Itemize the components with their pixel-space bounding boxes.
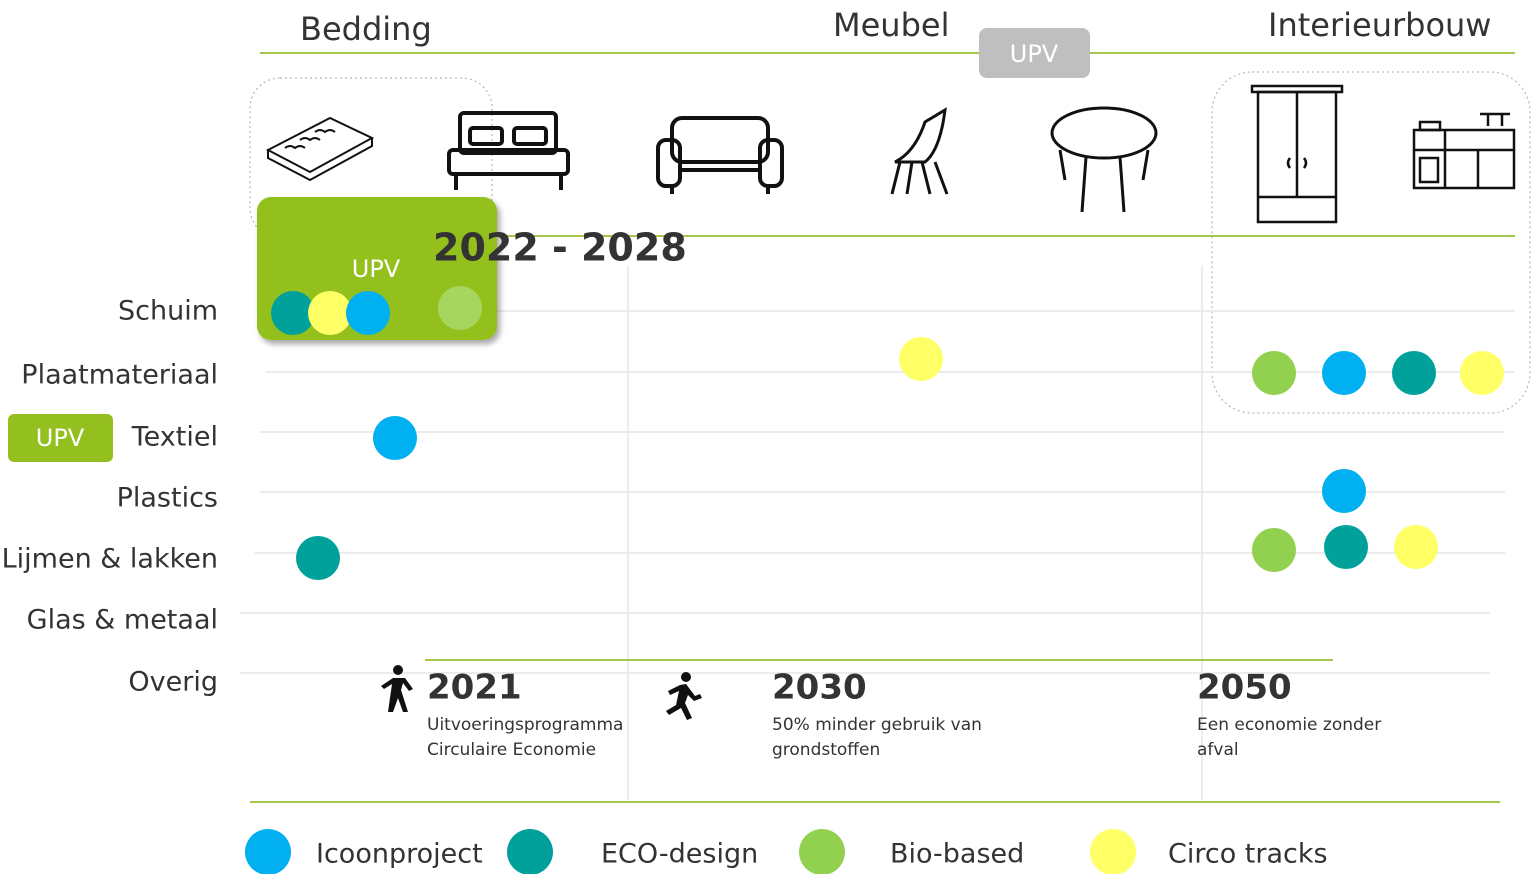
row-label: Glas & metaal (27, 605, 218, 636)
milestone-text: 50% minder gebruik van (772, 715, 982, 735)
legend-label: Circo tracks (1168, 839, 1328, 870)
row-label: Textiel (131, 422, 218, 453)
category: Interieurbouw (1268, 6, 1491, 44)
milestone-year: 2050 (1197, 668, 1292, 708)
legend-swatch (245, 829, 291, 874)
icon-sofa (658, 118, 782, 194)
milestone-text: afval (1197, 740, 1239, 760)
legend-swatch (507, 829, 553, 874)
milestone-text: grondstoffen (772, 740, 880, 760)
row-label: Lijmen & lakken (2, 544, 218, 575)
row-label: Schuim (118, 296, 218, 327)
milestone-text: Een economie zonder (1197, 715, 1381, 735)
icon-bed (449, 113, 568, 190)
milestone-text: Circulaire Economie (427, 740, 596, 760)
legend-label: Bio-based (890, 839, 1024, 870)
highlight-label: UPV (352, 255, 401, 283)
icon-walker (381, 665, 413, 712)
icon-table (1052, 108, 1156, 212)
row-label: Plaatmateriaal (21, 360, 218, 391)
icon-wardrobe (1252, 86, 1342, 222)
legend-label: ECO-design (601, 839, 758, 870)
row-label: Overig (128, 667, 218, 698)
legend-swatch (799, 829, 845, 874)
category: Bedding (300, 10, 432, 48)
milestone-year: 2030 (772, 668, 867, 708)
milestone-text: Uitvoeringsprogramma (427, 715, 623, 735)
legend-swatch (1090, 829, 1136, 874)
icon-kitchen (1414, 114, 1514, 188)
category: Meubel (833, 6, 949, 44)
diagram: Bedding Meubel Interieurbouw UPV UPV 202… (0, 0, 1532, 874)
row-label: Plastics (117, 483, 218, 514)
period: 2022 - 2028 (433, 226, 687, 270)
icon-chair (892, 110, 947, 194)
icon-runner (666, 672, 702, 720)
icon-mattress (268, 118, 372, 180)
legend-label: Icoonproject (316, 839, 483, 870)
milestone-year: 2021 (427, 668, 522, 708)
upv-tag-label: UPV (1010, 40, 1059, 68)
row-badge-label: UPV (36, 424, 85, 452)
